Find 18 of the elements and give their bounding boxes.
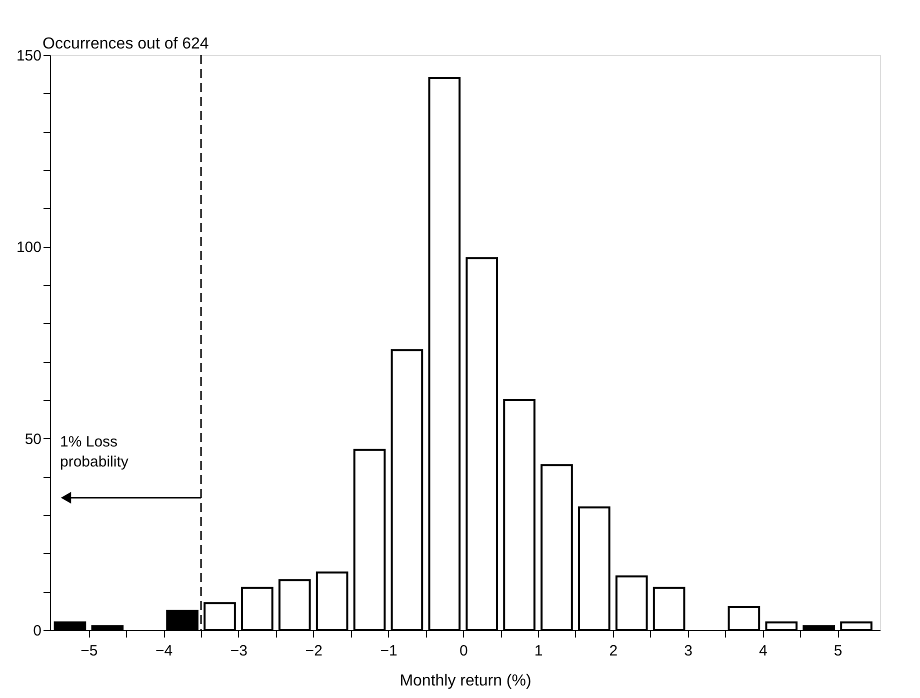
x-tick-label: 2: [609, 642, 618, 660]
ref-line-label: 1% Loss probability: [60, 434, 129, 470]
y-tick-label: 50: [24, 430, 42, 448]
x-axis-title: Monthly return (%): [400, 672, 532, 690]
x-tick-label: 3: [684, 642, 692, 660]
y-tick-label: 150: [16, 48, 42, 64]
y-axis-title: Occurrences out of 624: [42, 36, 209, 52]
y-tick-label: 100: [16, 239, 42, 256]
x-tick-label: 4: [759, 642, 768, 660]
x-tick-label: −2: [305, 642, 322, 660]
x-tick-label: 1: [534, 642, 543, 660]
x-tick-label: 0: [459, 642, 468, 660]
x-tick-label: −1: [380, 642, 398, 660]
x-tick-label: −5: [80, 642, 98, 660]
x-tick-label: −4: [156, 642, 173, 660]
y-tick-label: 0: [33, 622, 42, 640]
x-tick-label: −3: [230, 642, 248, 660]
x-tick-label: 5: [834, 642, 842, 660]
